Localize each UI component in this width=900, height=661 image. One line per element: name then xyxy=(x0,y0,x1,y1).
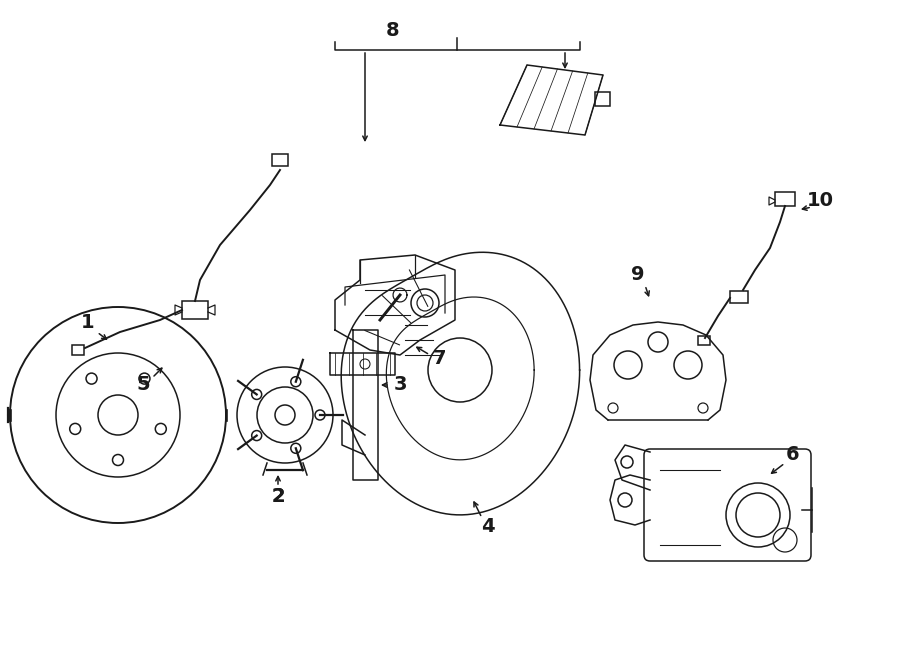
Text: 10: 10 xyxy=(806,190,833,210)
Text: 9: 9 xyxy=(631,266,644,284)
Text: 6: 6 xyxy=(787,446,800,465)
Text: 2: 2 xyxy=(271,488,284,506)
Text: 1: 1 xyxy=(81,313,94,332)
Text: 4: 4 xyxy=(482,518,495,537)
Text: 5: 5 xyxy=(136,375,149,395)
Text: 7: 7 xyxy=(433,348,446,368)
Text: 3: 3 xyxy=(393,375,407,395)
Text: 2: 2 xyxy=(271,488,284,506)
Text: 8: 8 xyxy=(386,20,400,40)
